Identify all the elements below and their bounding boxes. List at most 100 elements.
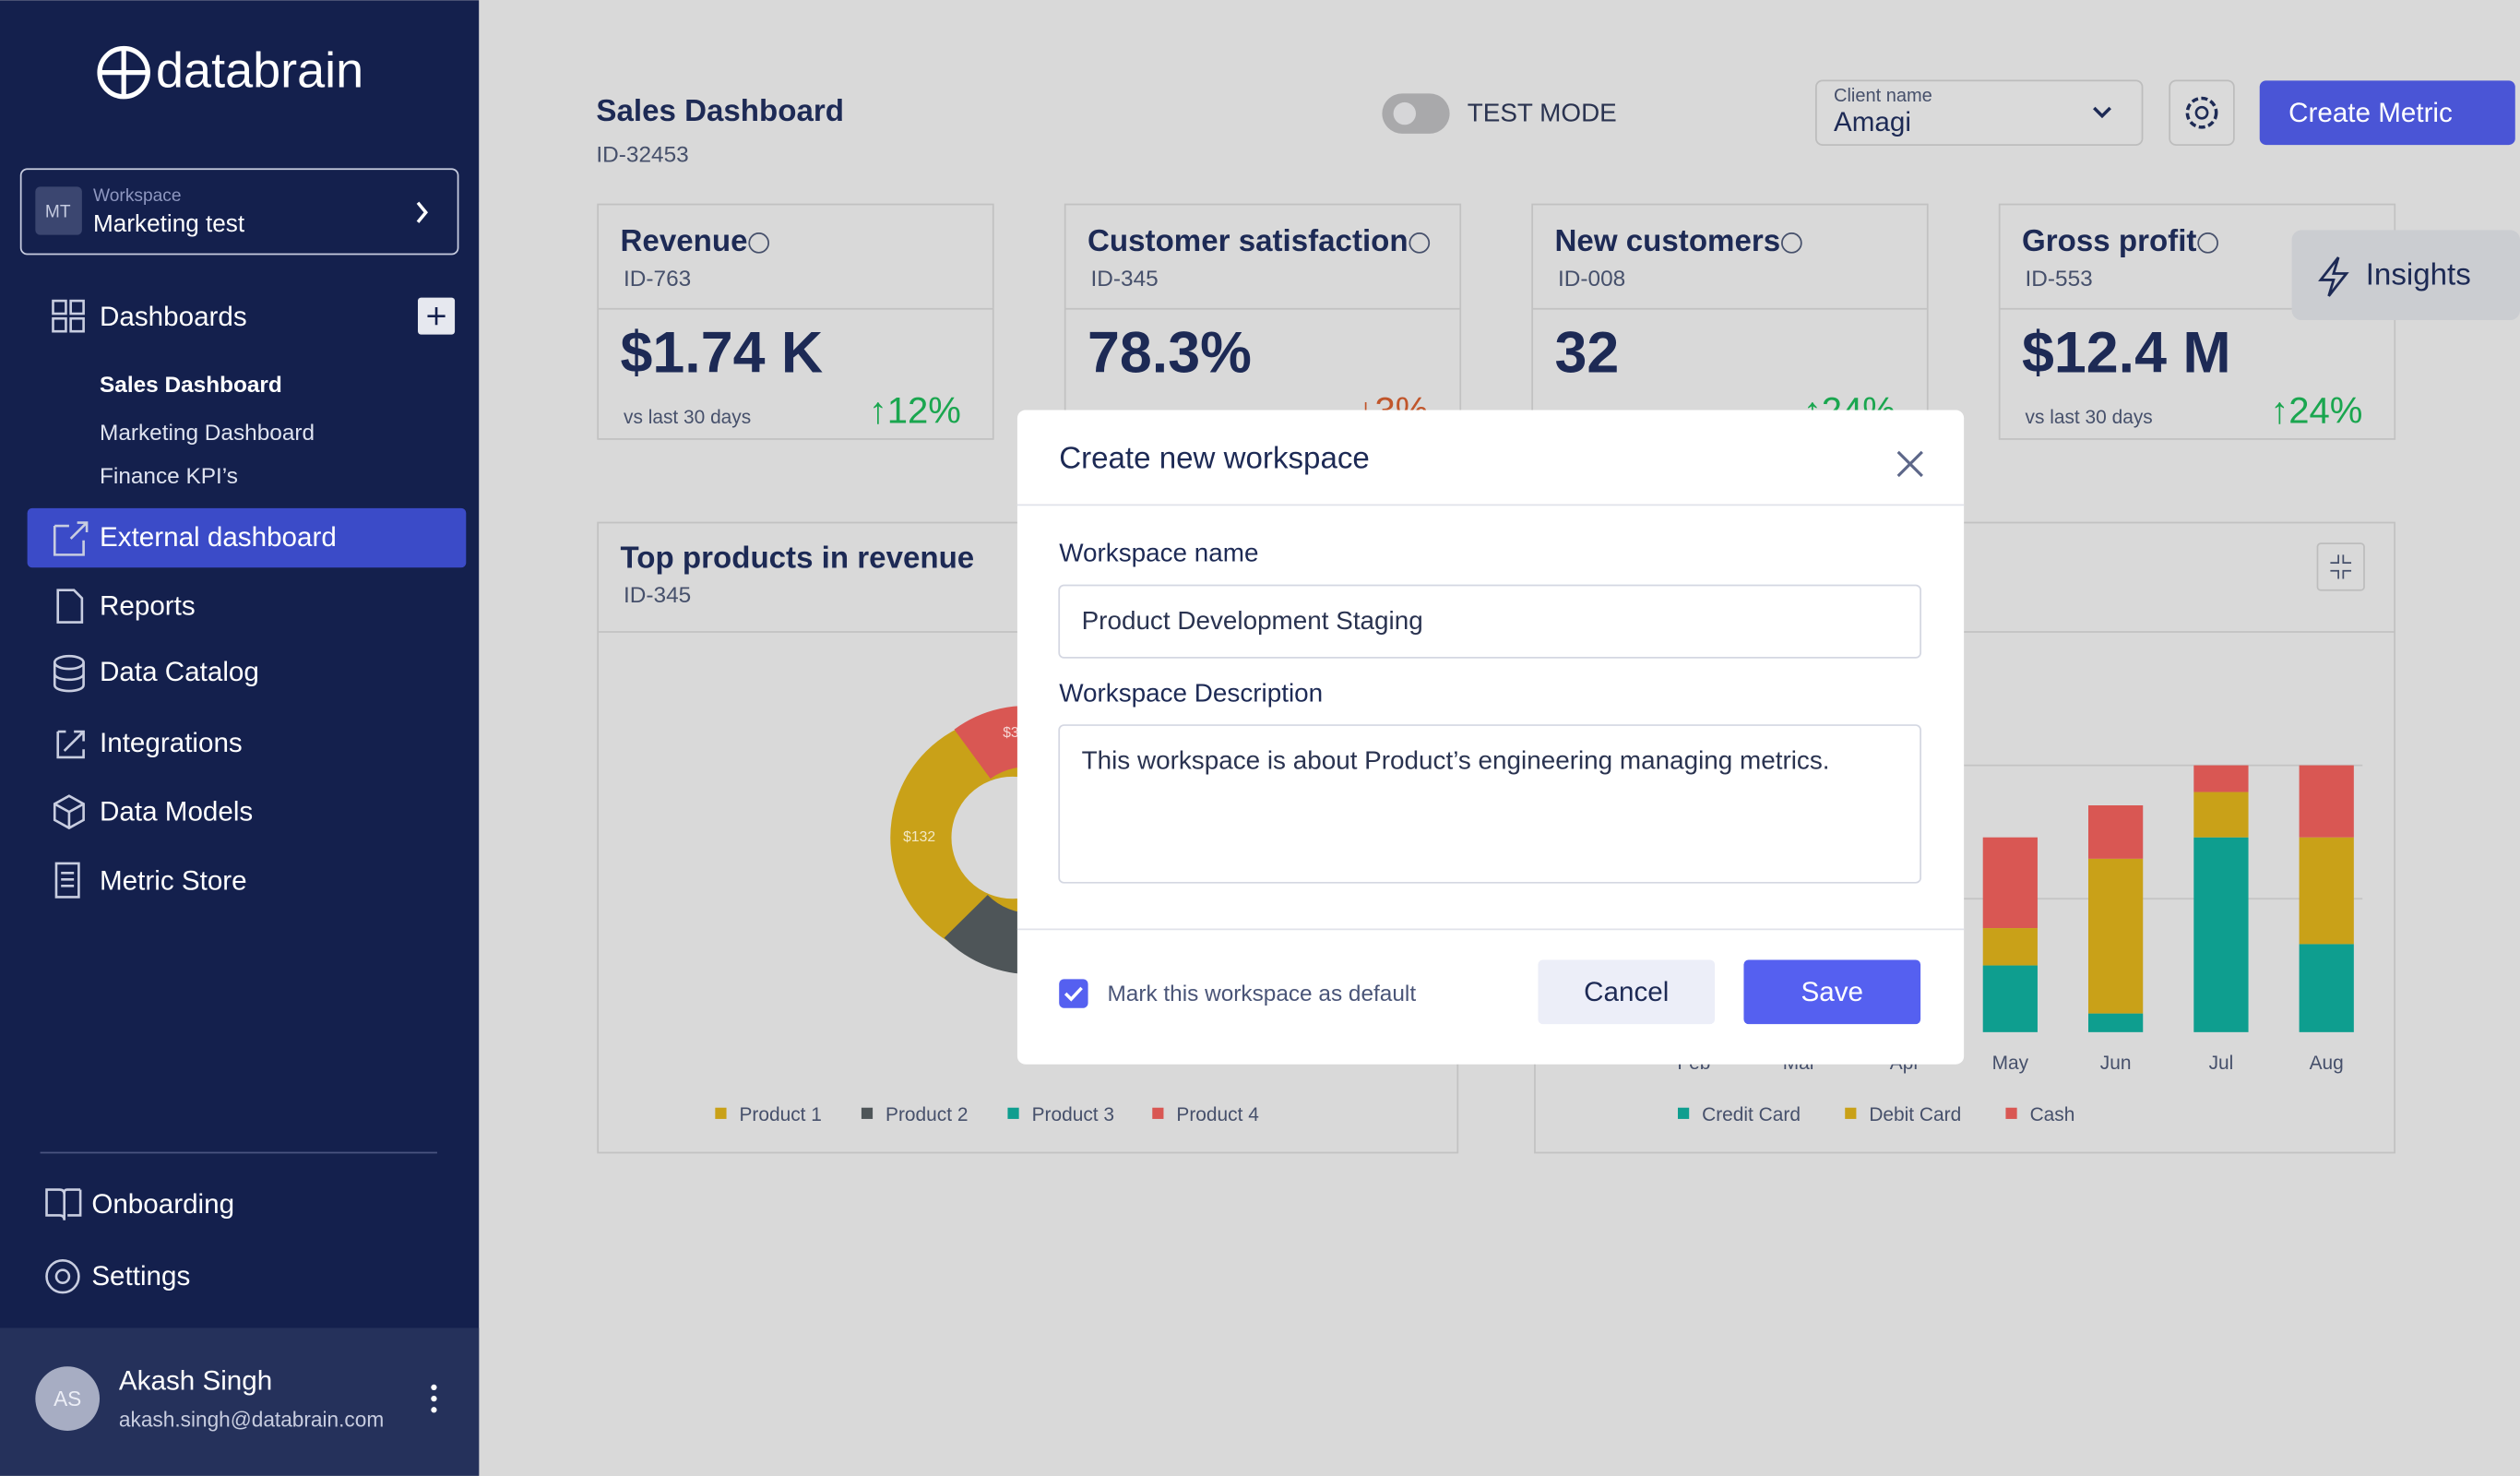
bar-segment [2193,792,2249,838]
nav-item[interactable]: Data Models [100,797,253,827]
legend-label: Product 3 [1032,1104,1114,1125]
logo: databrain [156,43,363,99]
save-label: Save [1801,977,1864,1007]
bar-segment [2193,837,2249,1032]
sub-nav[interactable]: Sales Dashboard [100,373,282,398]
collapse-icon [2330,554,2352,579]
kpi-id: ID-008 [1558,267,1625,292]
collapse-button[interactable] [2316,542,2365,591]
kpi-value: $1.74 K [621,321,824,386]
bar-segment [2088,858,2144,1014]
kpi-id: ID-763 [624,267,691,292]
check [1064,986,1083,1002]
info-icon [1409,232,1431,254]
nav-item[interactable]: Reports [100,591,196,622]
kpi-title: Gross profit [2022,224,2196,258]
insights-tab[interactable] [2291,230,2520,320]
default-checkbox[interactable] [1059,979,1088,1008]
sub-nav[interactable]: Finance KPI’s [100,464,238,489]
legend-swatch [1845,1107,1857,1119]
card-title: Top products in revenue [621,541,975,575]
workspace-avatar [35,186,82,235]
default-label: Mark this workspace as default [1107,982,1416,1006]
client-value: Amagi [1834,107,1911,137]
modal: Create new workspace Workspace name Prod… [1016,410,1965,1065]
user-avatar [35,1366,101,1431]
nav-active [27,507,467,568]
settings-button[interactable] [2169,79,2235,146]
sub-nav[interactable]: Marketing Dashboard [100,421,315,446]
kpi-id: ID-345 [1091,267,1159,292]
bar-segment [2193,765,2249,792]
nav-item[interactable]: Metric Store [100,866,247,897]
toggle-knob [1393,101,1417,125]
field-label: Workspace Description [1059,678,1323,707]
nav-item[interactable]: Data Catalog [100,657,259,687]
nav-item[interactable]: Integrations [100,728,243,758]
workspace-initials: MT [45,202,71,221]
gear-icon [2194,105,2209,120]
name-value: Product Development Staging [1082,606,1423,635]
legend-swatch [861,1107,874,1119]
kpi-card [1531,203,1929,440]
bar-segment [1982,928,2038,966]
dashboards-icon [52,299,85,333]
legend-label: Product 1 [739,1104,821,1125]
kpi-value: 32 [1555,321,1620,386]
save-button[interactable] [1743,959,1921,1025]
create-metric-label: Create Metric [2288,98,2453,128]
gear-icon [2185,96,2218,129]
legend-label: Product 2 [886,1104,968,1125]
kpi-card [597,203,994,440]
nav-dashboards[interactable]: Dashboards [100,302,247,332]
desc-input[interactable] [1058,724,1921,884]
info-icon [748,232,770,254]
chevron [2093,106,2111,119]
x-tick-label: May [1992,1053,2029,1074]
legend-swatch [1678,1107,1690,1119]
page-title: Sales Dashboard [596,94,844,128]
user-email: akash.singh@databrain.com [119,1407,384,1431]
donut-label: $3 [1003,725,1019,741]
client-label: Client name [1834,86,1932,106]
info-icon [1781,232,1802,254]
nav-item[interactable]: Settings [91,1261,190,1292]
close-button[interactable] [1896,450,1923,478]
user-menu[interactable] [431,1384,437,1413]
kpi-value: 78.3% [1088,321,1252,386]
page-id: ID-32453 [596,143,688,168]
kpi-id: ID-553 [2026,267,2093,292]
info-icon [2197,232,2218,254]
legend-label: Debit Card [1869,1104,1961,1125]
user-name: Akash Singh [119,1366,272,1397]
legend-label: Product 4 [1176,1104,1258,1125]
kpi-note: vs last 30 days [2026,407,2153,428]
plus [427,307,446,326]
workspace-name: Marketing test [93,209,245,237]
name-input[interactable] [1058,584,1921,659]
test-mode: TEST MODE [1468,98,1617,126]
cancel-label: Cancel [1584,977,1669,1007]
kpi-note: vs last 30 days [624,407,751,428]
create-metric[interactable] [2259,80,2515,146]
kpi-title: New customers [1555,224,1781,258]
chevron [416,201,428,223]
workspace-selector[interactable] [19,168,459,256]
bar-segment [2088,1013,2144,1032]
legend-swatch [2005,1107,2017,1119]
bar-segment [2299,765,2354,838]
kpi-change: ↑12% [869,391,961,432]
bar-segment [2299,944,2354,1032]
nav-item[interactable]: Onboarding [91,1189,234,1220]
x-tick-label: Jul [2209,1053,2234,1074]
legend-swatch [715,1107,727,1119]
x-tick-label: Jun [2100,1053,2132,1074]
nav-item[interactable]: External dashboard [100,522,337,553]
client-select[interactable] [1814,79,2144,146]
cancel-button[interactable] [1538,959,1716,1025]
user-initials: AS [53,1387,81,1411]
legend-label: Credit Card [1702,1104,1801,1125]
sidebar [0,0,480,1476]
field-label: Workspace name [1059,539,1258,567]
